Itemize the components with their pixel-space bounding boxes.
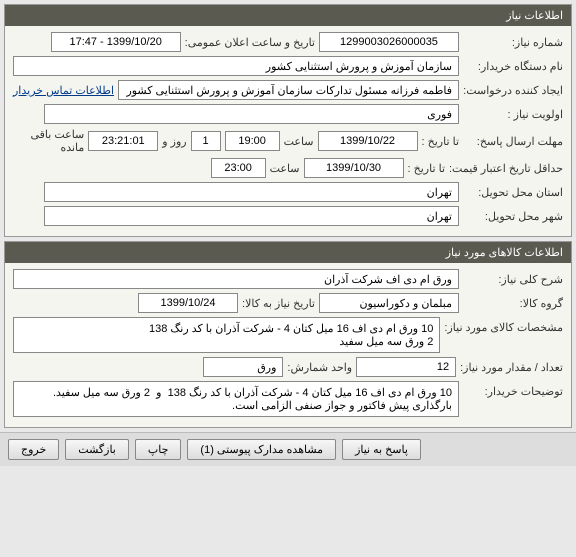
to-date-label: تا تاریخ :: [422, 135, 459, 148]
validity-date-field: [304, 158, 404, 178]
group-field: [319, 293, 459, 313]
unit-field: [203, 357, 283, 377]
respond-button[interactable]: پاسخ به نیاز: [342, 439, 421, 460]
days-field: [191, 131, 221, 151]
creator-label: ایجاد کننده درخواست:: [463, 84, 563, 97]
deadline-time-field: [225, 131, 280, 151]
panel2-body: شرح کلی نیاز: گروه کالا: تاریخ نیاز به ک…: [5, 263, 571, 427]
need-info-panel: اطلاعات نیاز شماره نیاز: تاریخ و ساعت اع…: [4, 4, 572, 237]
org-label: نام دستگاه خریدار:: [463, 60, 563, 73]
bottom-bar: خروج بازگشت چاپ مشاهده مدارک پیوستی (1) …: [0, 432, 576, 466]
group-label: گروه کالا:: [463, 297, 563, 310]
need-date-field: [138, 293, 238, 313]
panel2-header: اطلاعات کالاهای مورد نیاز: [5, 242, 571, 263]
validity-label: حداقل تاریخ اعتبار قیمت:: [449, 162, 563, 175]
need-number-field: [319, 32, 459, 52]
qty-label: تعداد / مقدار مورد نیاز:: [460, 361, 563, 374]
need-number-label: شماره نیاز:: [463, 36, 563, 49]
priority-field: [44, 104, 459, 124]
time-label-2: ساعت: [270, 162, 300, 175]
need-date-label: تاریخ نیاز به کالا:: [242, 297, 315, 310]
unit-label: واحد شمارش:: [287, 361, 352, 374]
delivery-city-label: شهر محل تحویل:: [463, 210, 563, 223]
main-desc-field: [13, 269, 459, 289]
priority-label: اولویت نیاز :: [463, 108, 563, 121]
spec-label: مشخصات کالای مورد نیاز:: [444, 317, 563, 334]
countdown-field: [88, 131, 158, 151]
qty-field: [356, 357, 456, 377]
panel1-body: شماره نیاز: تاریخ و ساعت اعلان عمومی: نا…: [5, 26, 571, 236]
main-desc-label: شرح کلی نیاز:: [463, 273, 563, 286]
contact-link[interactable]: اطلاعات تماس خریدار: [13, 84, 114, 97]
spec-field: [13, 317, 440, 353]
exit-button[interactable]: خروج: [8, 439, 59, 460]
goods-info-panel: اطلاعات کالاهای مورد نیاز شرح کلی نیاز: …: [4, 241, 572, 428]
delivery-state-field: [44, 182, 459, 202]
delivery-city-field: [44, 206, 459, 226]
time-label-1: ساعت: [284, 135, 314, 148]
buyer-notes-label: توضیحات خریدار:: [463, 381, 563, 398]
panel1-header: اطلاعات نیاز: [5, 5, 571, 26]
attachments-button[interactable]: مشاهده مدارک پیوستی (1): [187, 439, 336, 460]
deadline-label: مهلت ارسال پاسخ:: [463, 135, 563, 148]
deadline-date-field: [318, 131, 418, 151]
buyer-notes-field: [13, 381, 459, 417]
validity-time-field: [211, 158, 266, 178]
announce-label: تاریخ و ساعت اعلان عمومی:: [185, 36, 315, 49]
print-button[interactable]: چاپ: [135, 439, 182, 460]
delivery-state-label: استان محل تحویل:: [463, 186, 563, 199]
creator-field: [118, 80, 459, 100]
to-date-label-2: تا تاریخ :: [408, 162, 445, 175]
org-field: [13, 56, 459, 76]
announce-field: [51, 32, 181, 52]
remaining-label: ساعت باقی مانده: [13, 128, 84, 154]
back-button[interactable]: بازگشت: [65, 439, 129, 460]
days-label: روز و: [162, 135, 186, 148]
